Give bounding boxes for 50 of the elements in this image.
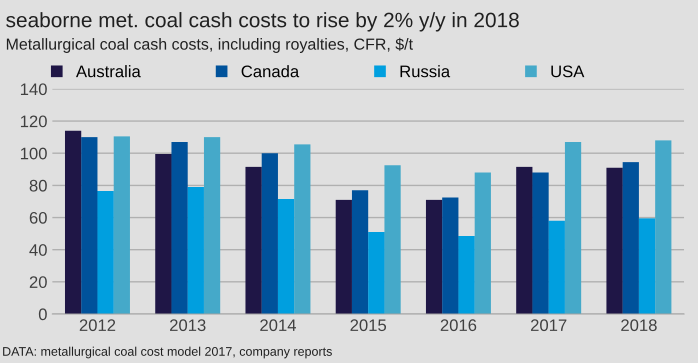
- bar: [352, 190, 368, 314]
- y-tick-label: 140: [20, 83, 47, 96]
- y-tick-label: 60: [30, 212, 47, 224]
- x-tick-label: 2012: [80, 319, 116, 332]
- bar: [606, 168, 623, 314]
- bar: [336, 200, 352, 314]
- bar: [155, 154, 172, 314]
- legend-label: Australia: [76, 65, 141, 78]
- bar: [97, 191, 114, 314]
- chart-title: seaborne met. coal cash costs to rise by 2% y/y in 2018: [6, 12, 519, 32]
- bar: [81, 137, 98, 314]
- bar: [245, 166, 262, 314]
- y-tick-label: 100: [20, 148, 47, 160]
- x-tick-label: 2013: [170, 319, 206, 332]
- x-tick-label: 2014: [260, 319, 296, 332]
- bar: [548, 220, 565, 314]
- bar: [188, 186, 204, 314]
- y-tick-label: 20: [30, 276, 47, 288]
- y-tick-label: 80: [30, 180, 47, 192]
- chart-subtitle: Metallurgical coal cash costs, including royalties, CFR, $/t: [6, 38, 413, 53]
- bar: [64, 130, 82, 314]
- bar: [294, 144, 310, 314]
- bar: [114, 136, 130, 314]
- x-tick-label: 2018: [621, 319, 657, 332]
- legend-label: Canada: [242, 65, 300, 78]
- text: DATA: metallurgical coal cost model 2017, company reports: [3, 346, 332, 358]
- x-tick-label: 2015: [350, 319, 386, 332]
- bar: [204, 137, 220, 314]
- bar: [262, 153, 278, 314]
- bar: [474, 172, 491, 314]
- y-tick-label: 0: [38, 308, 47, 320]
- bar: [532, 172, 549, 314]
- x-tick-label: 2016: [440, 319, 476, 332]
- y-tick-label: 40: [29, 244, 47, 256]
- bar: [638, 218, 656, 314]
- bar: [384, 165, 401, 314]
- legend-label: Russia: [400, 65, 450, 78]
- bar: [516, 166, 532, 314]
- bar: [442, 197, 458, 314]
- bar: [171, 142, 188, 314]
- bar: [622, 162, 639, 314]
- bar: [655, 140, 672, 314]
- legend-label: USA: [551, 66, 584, 78]
- bar: [564, 142, 582, 314]
- bar: [278, 199, 294, 314]
- bar: [458, 236, 475, 314]
- bar: [368, 232, 384, 314]
- x-tick-label: 2017: [530, 319, 566, 332]
- bar: [426, 200, 442, 314]
- y-tick-label: 120: [20, 115, 47, 128]
